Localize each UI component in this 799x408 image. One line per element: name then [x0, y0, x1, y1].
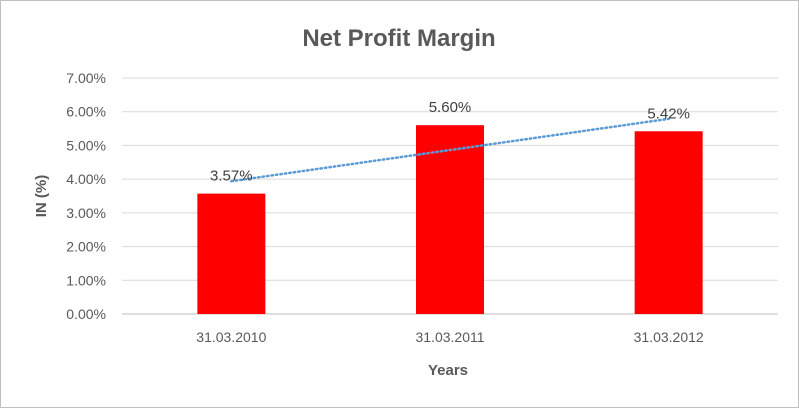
data-label: 3.57%: [210, 168, 253, 185]
y-tick-label: 0.00%: [66, 306, 106, 322]
x-axis-ticks: 31.03.2010 31.03.2011 31.03.2012: [196, 329, 704, 345]
x-axis-title: Years: [428, 362, 468, 379]
trendline: [230, 117, 670, 183]
y-tick-label: 5.00%: [66, 137, 106, 153]
trendline-path: [230, 117, 670, 183]
x-tick-label: 31.03.2011: [415, 329, 484, 345]
bar: [634, 131, 703, 314]
bar: [197, 193, 266, 314]
bar: [416, 125, 484, 314]
data-label: 5.60%: [429, 99, 472, 116]
y-axis-ticks: 0.00% 1.00% 2.00% 3.00% 4.00% 5.00% 6.00% 7.00%: [66, 70, 106, 322]
y-tick-label: 7.00%: [66, 70, 106, 86]
data-labels: 3.57% 5.60% 5.42%: [210, 99, 690, 184]
x-tick-label: 31.03.2012: [634, 329, 704, 345]
y-tick-label: 2.00%: [66, 239, 106, 255]
y-tick-label: 6.00%: [66, 104, 106, 120]
y-tick-label: 3.00%: [66, 205, 106, 221]
y-tick-label: 4.00%: [66, 171, 106, 187]
chart-title: Net Profit Margin: [302, 25, 495, 52]
data-label: 5.42%: [647, 105, 690, 122]
bars: [197, 125, 703, 314]
y-axis-title: IN (%): [33, 175, 50, 218]
y-tick-label: 1.00%: [66, 272, 106, 288]
x-tick-label: 31.03.2010: [196, 329, 266, 345]
